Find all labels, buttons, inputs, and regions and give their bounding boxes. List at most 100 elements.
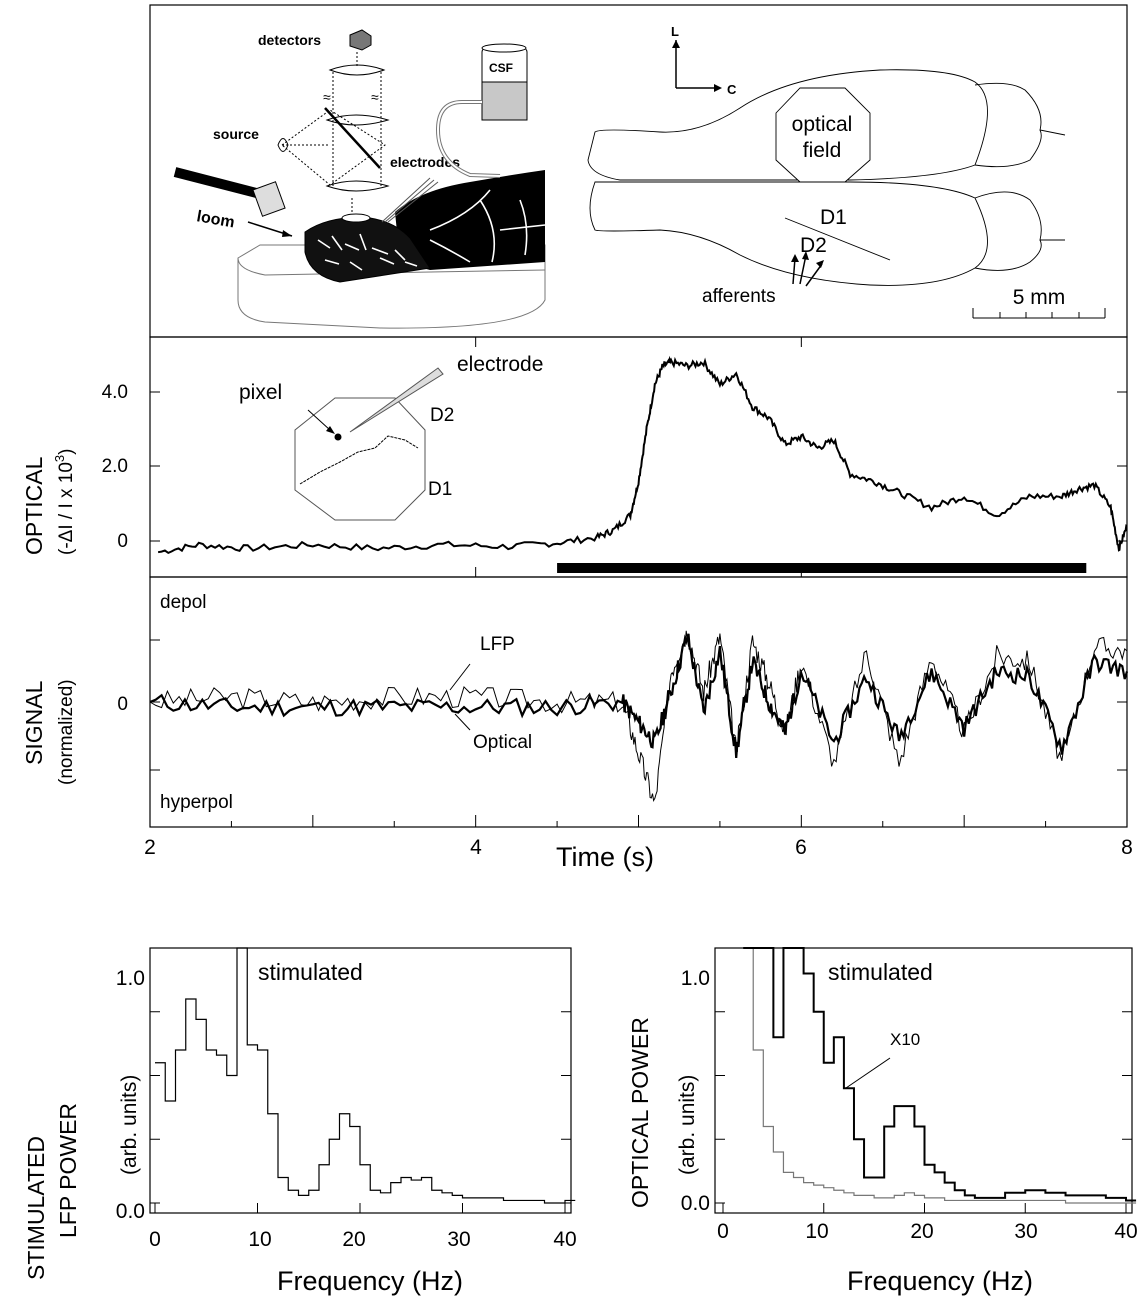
hyperpol-label: hyperpol: [160, 792, 233, 813]
time-tick-4: 4: [470, 836, 482, 859]
time-ticks: [149, 815, 1128, 827]
optical-field-label-1: optical: [792, 113, 853, 136]
optical-field-octagon: [775, 87, 871, 183]
lfp-trace-line: [149, 630, 1128, 802]
tissue-texture: [317, 189, 546, 271]
lfp-power-panel: 1.0 0.0 stimulated STIMULATED LFP POWER …: [23, 947, 577, 1296]
d2-label: D2: [800, 234, 827, 257]
optical-trace-label: Optical: [473, 732, 532, 753]
signal-panel: 0 SIGNAL (normalized) depol hyperpol LFP…: [21, 576, 1133, 872]
optical-field-label-2: field: [803, 139, 842, 162]
lens-icon: [328, 64, 386, 76]
setup-panel: loom detectors ≈ ≈ source: [149, 4, 1128, 338]
signal-tick-0: 0: [117, 694, 128, 715]
optical-ylabel-sub: (-ΔI / I x 103): [52, 449, 77, 556]
pixel-marker: [334, 433, 342, 441]
optical-tick-0: 0: [117, 531, 128, 552]
time-tick-6: 6: [795, 836, 807, 859]
d1-label: D1: [820, 206, 847, 229]
optical-tick-4: 4.0: [102, 382, 128, 403]
csf-bottle-icon: CSF: [435, 43, 528, 178]
inset-electrode-label: electrode: [457, 353, 543, 376]
loom-handle: [173, 167, 270, 201]
loom-label: loom: [195, 208, 236, 231]
afferents-label: afferents: [702, 286, 776, 307]
optical-power-tick-0: 0.0: [681, 1192, 710, 1215]
lfp-power-ticks: [150, 947, 571, 1213]
source-lens: [277, 138, 289, 152]
optical-power-ticks: [715, 947, 1132, 1213]
loom-arrowhead: [282, 230, 292, 237]
inset-d2-label: D2: [430, 405, 454, 426]
optical-panel: 4.0 2.0 0 OPTICAL (-ΔI / I x 103) pixel …: [21, 336, 1128, 578]
axis-arrowheads: [672, 40, 722, 92]
optical-ylabel-main: OPTICAL: [21, 456, 47, 555]
lfp-leader: [449, 663, 471, 691]
pixel-arrowhead: [326, 426, 335, 434]
time-tick-2: 2: [144, 836, 156, 859]
lfp-power-xtick-20: 20: [342, 1228, 365, 1251]
signal-ylabel-main: SIGNAL: [21, 680, 47, 765]
optical-power-xlabel: Frequency (Hz): [847, 1266, 1033, 1296]
optical-power-xtick-10: 10: [805, 1220, 828, 1243]
inset-pixel-label: pixel: [239, 381, 282, 404]
brain-outline: [587, 69, 1066, 286]
lfp-power-frame: [149, 947, 572, 1214]
inset-octagon: [294, 397, 426, 521]
hammer-icon: [252, 181, 286, 217]
x10-label: X10: [890, 1030, 920, 1049]
optics-diagram: detectors ≈ ≈ source electrod: [213, 29, 460, 223]
signal-panel-frame: [149, 576, 1128, 828]
optical-power-xtick-40: 40: [1114, 1220, 1137, 1243]
imaging-spot: [341, 213, 371, 223]
lfp-power-tick-0: 0.0: [116, 1200, 145, 1223]
inset-d1-label: D1: [428, 479, 452, 500]
lfp-power-ylabel-sub: (arb. units): [118, 1075, 141, 1175]
optical-power-xtick-0: 0: [717, 1220, 729, 1243]
source-label: source: [213, 126, 259, 142]
lfp-power-line: [155, 947, 576, 1204]
lfp-power-xtick-40: 40: [553, 1228, 576, 1251]
afferent-arrows: [792, 254, 823, 287]
cerebellum-tissue: [304, 217, 431, 283]
stimulus-bar: [557, 563, 1087, 573]
lfp-power-xtick-0: 0: [149, 1228, 161, 1251]
pixel-leader: [307, 409, 331, 431]
lfp-power-xtick-10: 10: [248, 1228, 271, 1251]
optical-power-ylabel-sub: (arb. units): [676, 1075, 699, 1175]
scale-bar: [972, 308, 1106, 319]
time-axis-label: Time (s): [556, 842, 654, 872]
optical-power-ylabel-main: OPTICAL POWER: [627, 1017, 653, 1208]
optical-power-xtick-30: 30: [1014, 1220, 1037, 1243]
axis-l-label: L: [671, 24, 679, 39]
optical-tick-2: 2.0: [102, 456, 128, 477]
optical-power-annotation: stimulated: [828, 959, 933, 985]
electrodes-label: electrodes: [390, 154, 460, 170]
d1-d2-line: [784, 217, 891, 261]
lfp-power-tick-1: 1.0: [116, 967, 145, 990]
x10-leader: [845, 1057, 891, 1089]
lfp-power-xlabel: Frequency (Hz): [277, 1266, 463, 1296]
lfp-power-ylabel-main: STIMULATED: [23, 1136, 49, 1280]
svg-text:≈: ≈: [371, 89, 379, 105]
lfp-power-annotation: stimulated: [258, 959, 363, 985]
optical-signal-trace-line: [149, 633, 1129, 758]
optical-power-panel: 1.0 0.0 stimulated X10 OPTICAL POWER (ar…: [627, 947, 1138, 1296]
signal-ylabel-sub: (normalized): [56, 679, 77, 785]
afferent-arrowheads: [791, 251, 824, 268]
scale-label: 5 mm: [1013, 286, 1066, 309]
lfp-power-ylabel-mid: LFP POWER: [55, 1103, 81, 1238]
detector-icon: [349, 29, 372, 51]
optical-power-x10-line: [743, 947, 1137, 1202]
time-tick-8: 8: [1121, 836, 1133, 859]
lfp-power-xtick-30: 30: [447, 1228, 470, 1251]
optical-power-tick-1: 1.0: [681, 967, 710, 990]
detectors-label: detectors: [258, 32, 321, 48]
signal-ticks: [150, 639, 1127, 771]
electrode-icon: [349, 367, 444, 433]
brain-slice: [395, 170, 545, 270]
optical-power-unscaled-line: [743, 947, 1137, 1204]
axis-c-label: C: [727, 82, 737, 97]
depol-label: depol: [160, 592, 207, 613]
